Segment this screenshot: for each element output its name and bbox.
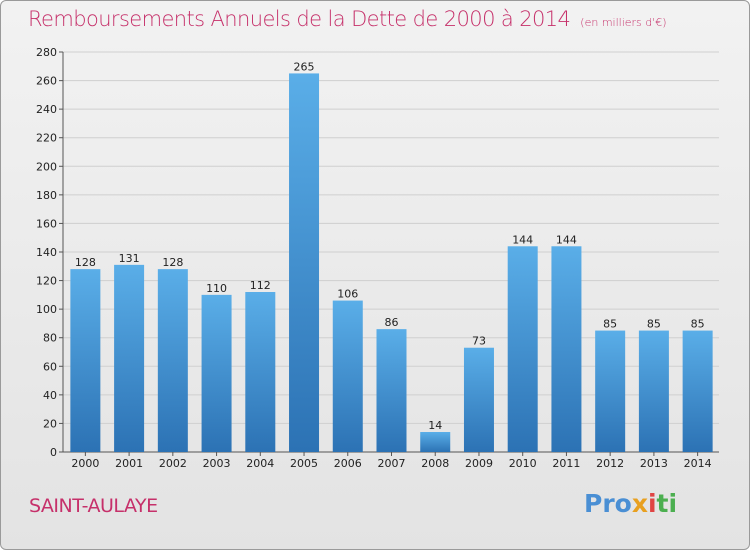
x-tick-label: 2007 [378,457,406,470]
data-label: 144 [556,233,577,246]
y-tick-label: 180 [36,189,57,202]
y-tick-label: 20 [43,417,57,430]
bar [157,269,188,452]
x-tick-label: 2004 [246,457,274,470]
y-tick-label: 40 [43,389,57,402]
data-label: 85 [603,318,617,331]
y-tick-label: 160 [36,217,57,230]
x-tick-label: 2013 [640,457,668,470]
bar [289,73,320,452]
y-tick-label: 280 [36,46,57,59]
data-label: 73 [472,335,486,348]
commune-name: SAINT-AULAYE [29,495,158,517]
x-tick-label: 2000 [71,457,99,470]
y-tick-label: 140 [36,246,57,259]
x-tick-label: 2009 [465,457,493,470]
y-tick-label: 100 [36,303,57,316]
proxiti-logo[interactable]: Proxiti [584,489,677,518]
logo-part-2: x [631,489,648,518]
bar [638,330,669,452]
bar [332,300,363,452]
logo-part-1: Pro [584,489,632,518]
x-tick-label: 2005 [290,457,318,470]
bar [114,264,145,452]
bar [507,246,538,452]
bar [376,329,407,452]
bar [420,432,451,452]
bar [595,330,626,452]
y-tick-label: 220 [36,132,57,145]
data-label: 128 [75,256,96,269]
logo-part-3: i [647,489,657,518]
y-tick-label: 0 [50,446,57,459]
y-tick-label: 260 [36,75,57,88]
data-label: 128 [162,256,183,269]
data-label: 112 [250,279,271,292]
chart-title: Remboursements Annuels de la Dette de 20… [28,7,571,31]
x-tick-label: 2002 [159,457,187,470]
data-label: 85 [647,318,661,331]
chart-unit: (en milliers d'€) [580,16,667,29]
data-label: 110 [206,282,227,295]
logo-part-4: ti [656,489,678,518]
x-tick-label: 2011 [552,457,580,470]
y-tick-label: 240 [36,103,57,116]
data-label: 265 [294,60,315,73]
x-tick-label: 2010 [509,457,537,470]
x-tick-label: 2008 [421,457,449,470]
bar [682,330,713,452]
bar [70,269,101,452]
data-label: 14 [428,419,442,432]
data-label: 144 [512,233,533,246]
data-label: 86 [385,316,399,329]
data-label: 131 [119,252,140,265]
x-tick-label: 2006 [334,457,362,470]
y-tick-label: 60 [43,360,57,373]
bar [463,347,494,452]
x-tick-label: 2014 [684,457,712,470]
x-tick-label: 2001 [115,457,143,470]
x-tick-label: 2012 [596,457,624,470]
x-tick-label: 2003 [203,457,231,470]
y-tick-label: 80 [43,332,57,345]
y-tick-label: 200 [36,160,57,173]
bar [245,292,276,452]
chart-title-block: Remboursements Annuels de la Dette de 20… [28,7,667,31]
bar [201,294,232,452]
bar [551,246,582,452]
y-tick-label: 120 [36,275,57,288]
data-label: 106 [337,288,358,301]
data-label: 85 [691,318,705,331]
